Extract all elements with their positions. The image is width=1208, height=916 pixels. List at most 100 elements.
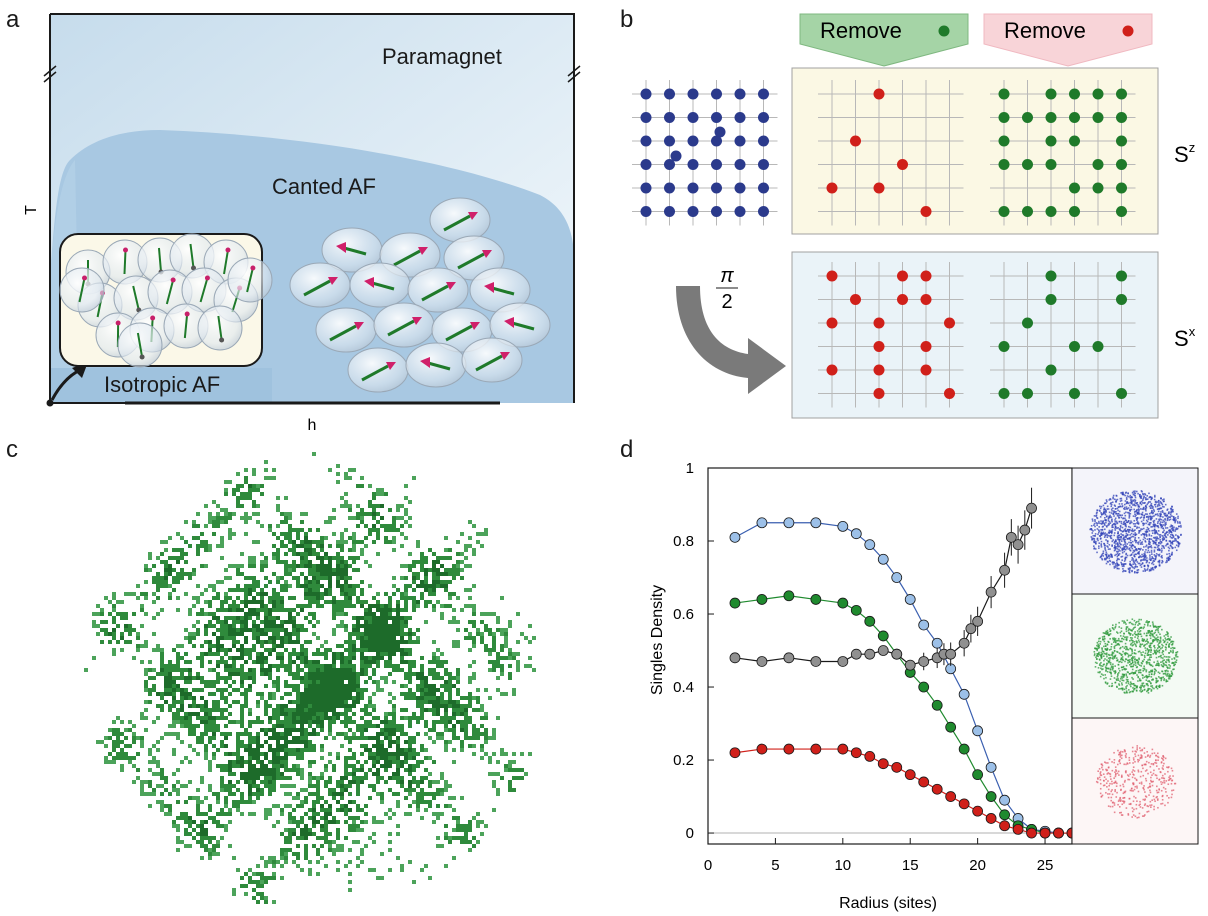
data-point bbox=[918, 656, 930, 667]
atom bbox=[873, 182, 885, 194]
isotropic-af-region bbox=[50, 368, 272, 403]
atom bbox=[1069, 182, 1080, 194]
y-tick-label: 0.8 bbox=[673, 533, 694, 550]
atom bbox=[687, 182, 699, 194]
atom bbox=[734, 112, 746, 123]
atom bbox=[850, 135, 861, 147]
atom bbox=[1069, 341, 1080, 352]
atom bbox=[640, 88, 652, 100]
data-point bbox=[931, 699, 943, 711]
data-point bbox=[1005, 531, 1017, 543]
atom bbox=[1022, 159, 1033, 170]
atom bbox=[711, 112, 722, 123]
atom bbox=[998, 341, 1010, 352]
atom bbox=[1092, 88, 1104, 100]
data-point bbox=[999, 564, 1010, 576]
atom bbox=[1045, 135, 1057, 147]
atom bbox=[944, 317, 955, 329]
atom bbox=[1092, 182, 1104, 194]
atom bbox=[711, 135, 722, 147]
spin-bubble bbox=[163, 303, 209, 349]
atom bbox=[714, 126, 726, 138]
x-tick-label: 20 bbox=[969, 857, 986, 874]
spin-bubble bbox=[349, 262, 411, 308]
atom bbox=[897, 159, 908, 170]
atom bbox=[826, 182, 838, 194]
data-point bbox=[999, 794, 1010, 806]
data-point bbox=[958, 688, 970, 700]
data-point bbox=[1019, 524, 1031, 536]
data-point bbox=[729, 747, 741, 759]
data-point bbox=[877, 553, 889, 565]
atom bbox=[640, 112, 652, 123]
data-point bbox=[810, 517, 822, 529]
atom bbox=[897, 270, 908, 282]
atom bbox=[920, 206, 932, 217]
atom bbox=[711, 159, 722, 170]
series-0 bbox=[729, 517, 1078, 839]
atom bbox=[664, 135, 675, 147]
sx-label: Sx bbox=[1174, 324, 1196, 351]
atom bbox=[920, 270, 932, 282]
atom bbox=[998, 88, 1010, 100]
atom bbox=[998, 112, 1010, 123]
data-point bbox=[850, 648, 862, 660]
atom bbox=[1069, 112, 1080, 123]
spin-bubble bbox=[407, 267, 469, 313]
data-point bbox=[756, 656, 768, 667]
data-point bbox=[958, 798, 970, 810]
data-point bbox=[891, 761, 903, 773]
data-point bbox=[729, 597, 741, 609]
data-point bbox=[931, 637, 943, 649]
data-point bbox=[837, 743, 849, 755]
data-point bbox=[783, 590, 795, 602]
atom bbox=[1045, 112, 1057, 123]
atom bbox=[920, 294, 932, 305]
lattice-grid bbox=[990, 80, 1136, 226]
data-point bbox=[958, 637, 970, 649]
data-point bbox=[783, 743, 795, 755]
data-point bbox=[985, 813, 997, 824]
panel-label-a: a bbox=[6, 6, 20, 33]
atom bbox=[1045, 294, 1057, 305]
inset-blue-image bbox=[1071, 467, 1199, 595]
atom bbox=[687, 112, 699, 123]
atom bbox=[734, 159, 746, 170]
data-point bbox=[972, 725, 984, 737]
data-point bbox=[945, 791, 957, 802]
data-point bbox=[837, 656, 849, 667]
data-point bbox=[918, 776, 930, 788]
remove-green-label: Remove bbox=[820, 18, 902, 43]
atom bbox=[1069, 206, 1080, 217]
data-point bbox=[810, 656, 822, 667]
data-point bbox=[877, 645, 889, 656]
data-point bbox=[972, 615, 984, 627]
atom bbox=[640, 159, 652, 170]
chart-xlabel: Radius (sites) bbox=[839, 895, 937, 912]
atom bbox=[1116, 270, 1127, 282]
data-point bbox=[965, 623, 977, 635]
data-point bbox=[756, 517, 768, 529]
series-1 bbox=[729, 590, 1078, 839]
atom bbox=[1092, 112, 1104, 123]
data-point bbox=[904, 659, 916, 671]
atom bbox=[758, 112, 769, 123]
x-axis-label-h: h bbox=[308, 417, 317, 434]
remove-red-label: Remove bbox=[1004, 18, 1086, 43]
inset-red-image bbox=[1071, 717, 1199, 845]
remove-red-arrow bbox=[983, 13, 1153, 67]
spin-bubble bbox=[429, 197, 491, 243]
atom bbox=[664, 112, 675, 123]
inset-dots bbox=[1095, 745, 1177, 819]
axis-break-right bbox=[567, 65, 581, 83]
data-point bbox=[756, 743, 768, 755]
spin-bubble bbox=[59, 267, 105, 313]
x-tick-label: 10 bbox=[834, 857, 851, 874]
atom bbox=[734, 182, 746, 194]
rotation-arrow-icon bbox=[676, 286, 786, 394]
spin-bubble bbox=[489, 302, 551, 348]
atom bbox=[1069, 388, 1080, 399]
phase-paramagnet-label: Paramagnet bbox=[382, 44, 502, 69]
atom bbox=[873, 388, 885, 399]
data-point bbox=[729, 531, 741, 543]
